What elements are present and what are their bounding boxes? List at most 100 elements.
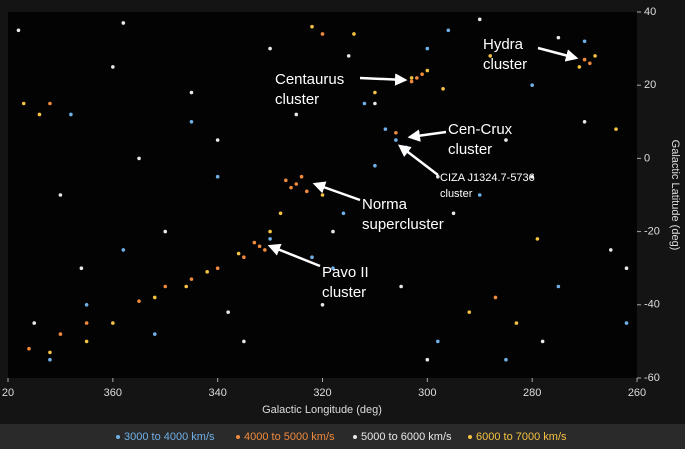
galaxy-point [205,270,209,274]
galaxy-point [373,163,377,168]
galaxy-point [373,101,377,106]
galaxy-point [446,28,451,33]
galaxy-point [373,90,377,95]
annotation-arrow [398,144,439,176]
galaxy-point [331,266,335,271]
galaxy-point [189,90,194,95]
galaxy-point [69,112,73,117]
galaxy-point [425,68,430,73]
x-tick-label: 300 [418,387,436,399]
galaxy-point [189,277,194,281]
galaxy-point [556,35,561,40]
galaxy-point [614,127,618,131]
galaxy-point [58,193,63,197]
galaxy-point [577,65,582,69]
galaxy-point [152,332,157,336]
legend-label: 6000 to 7000 km/s [476,431,567,443]
legend-label: 4000 to 5000 km/s [244,431,335,443]
galaxy-point [504,138,508,142]
galaxy-point [593,54,597,58]
galaxy-point [436,174,440,179]
annotation-text: Centaurus [275,71,344,88]
galaxy-point [415,76,419,80]
galaxy-point [504,357,508,362]
galaxy-point [257,244,262,249]
galaxy-point [268,46,272,51]
legend-area [0,424,685,449]
galaxy-point [310,24,314,29]
galaxy-point [310,255,314,260]
galaxy-point [425,46,430,51]
y-tick-label: -20 [644,226,660,238]
galaxy-point [163,229,168,234]
galaxy-point [299,174,304,179]
galaxy-point [84,321,89,325]
annotation-text: cluster [483,56,527,73]
galaxy-point [341,211,346,216]
galaxy-point [152,295,157,300]
galaxy-point [362,101,367,106]
annotation-arrow [267,243,321,268]
y-tick-label: 0 [644,152,650,164]
y-tick-label: 20 [644,79,656,91]
galaxy-point [346,54,351,58]
galaxy-point [111,65,115,69]
legend-marker [353,435,357,439]
galaxy-point [420,72,424,77]
galaxy-point [48,350,52,355]
y-tick-label: -40 [644,299,660,311]
galaxy-point [137,156,141,161]
annotation-text: cluster [322,284,366,301]
galaxy-point [425,357,430,362]
galaxy-point [27,346,31,351]
galaxy-point [331,229,335,234]
galaxy-point [84,303,89,307]
x-tick-label: 280 [523,387,541,399]
galaxy-point [394,138,398,142]
x-tick-label: 20 [2,387,14,399]
y-axis-title: Galactic Latitude (deg) [669,140,681,251]
galaxy-point [242,255,246,260]
annotation-text: cluster [448,141,492,158]
galaxy-point [624,321,629,325]
galaxy-point [48,101,52,106]
galaxy-point [477,17,482,22]
galaxy-point [242,339,246,344]
annotation-arrow [312,181,361,202]
legend-marker [116,435,120,439]
galaxy-point [252,240,257,245]
galaxy-point [284,178,288,183]
galaxy-point [582,120,587,124]
x-tick-label: 360 [104,387,122,399]
galaxy-point [37,112,42,117]
galaxy-point [215,266,220,271]
legend-label: 3000 to 4000 km/s [124,431,215,443]
galaxy-point [451,211,456,216]
galaxy-point [189,120,194,124]
galaxy-point [32,321,37,325]
annotation-text: CIZA J1324.7-5736 [440,172,535,184]
galaxy-point [352,32,356,36]
legend-label: 5000 to 6000 km/s [361,431,452,443]
galaxy-point [530,83,534,87]
annotation-text: Norma [362,196,408,213]
galaxy-point [582,57,587,62]
galaxy-point [84,339,89,344]
galaxy-point [320,303,325,307]
galaxy-point [409,76,414,80]
y-tick-label: 40 [644,6,656,18]
galaxy-point [21,101,26,106]
galaxy-point [320,193,325,197]
x-tick-label: 260 [628,387,646,399]
y-tick-label: -60 [644,372,660,384]
galaxy-point [184,284,189,289]
galaxy-point [304,189,309,194]
galaxy-point [226,310,230,314]
galaxy-point [48,357,52,362]
galaxy-point [588,61,592,66]
galaxy-point [268,229,272,234]
galaxy-point [278,211,283,216]
galaxy-point [394,130,398,135]
annotation-text: Pavo II [322,264,369,281]
